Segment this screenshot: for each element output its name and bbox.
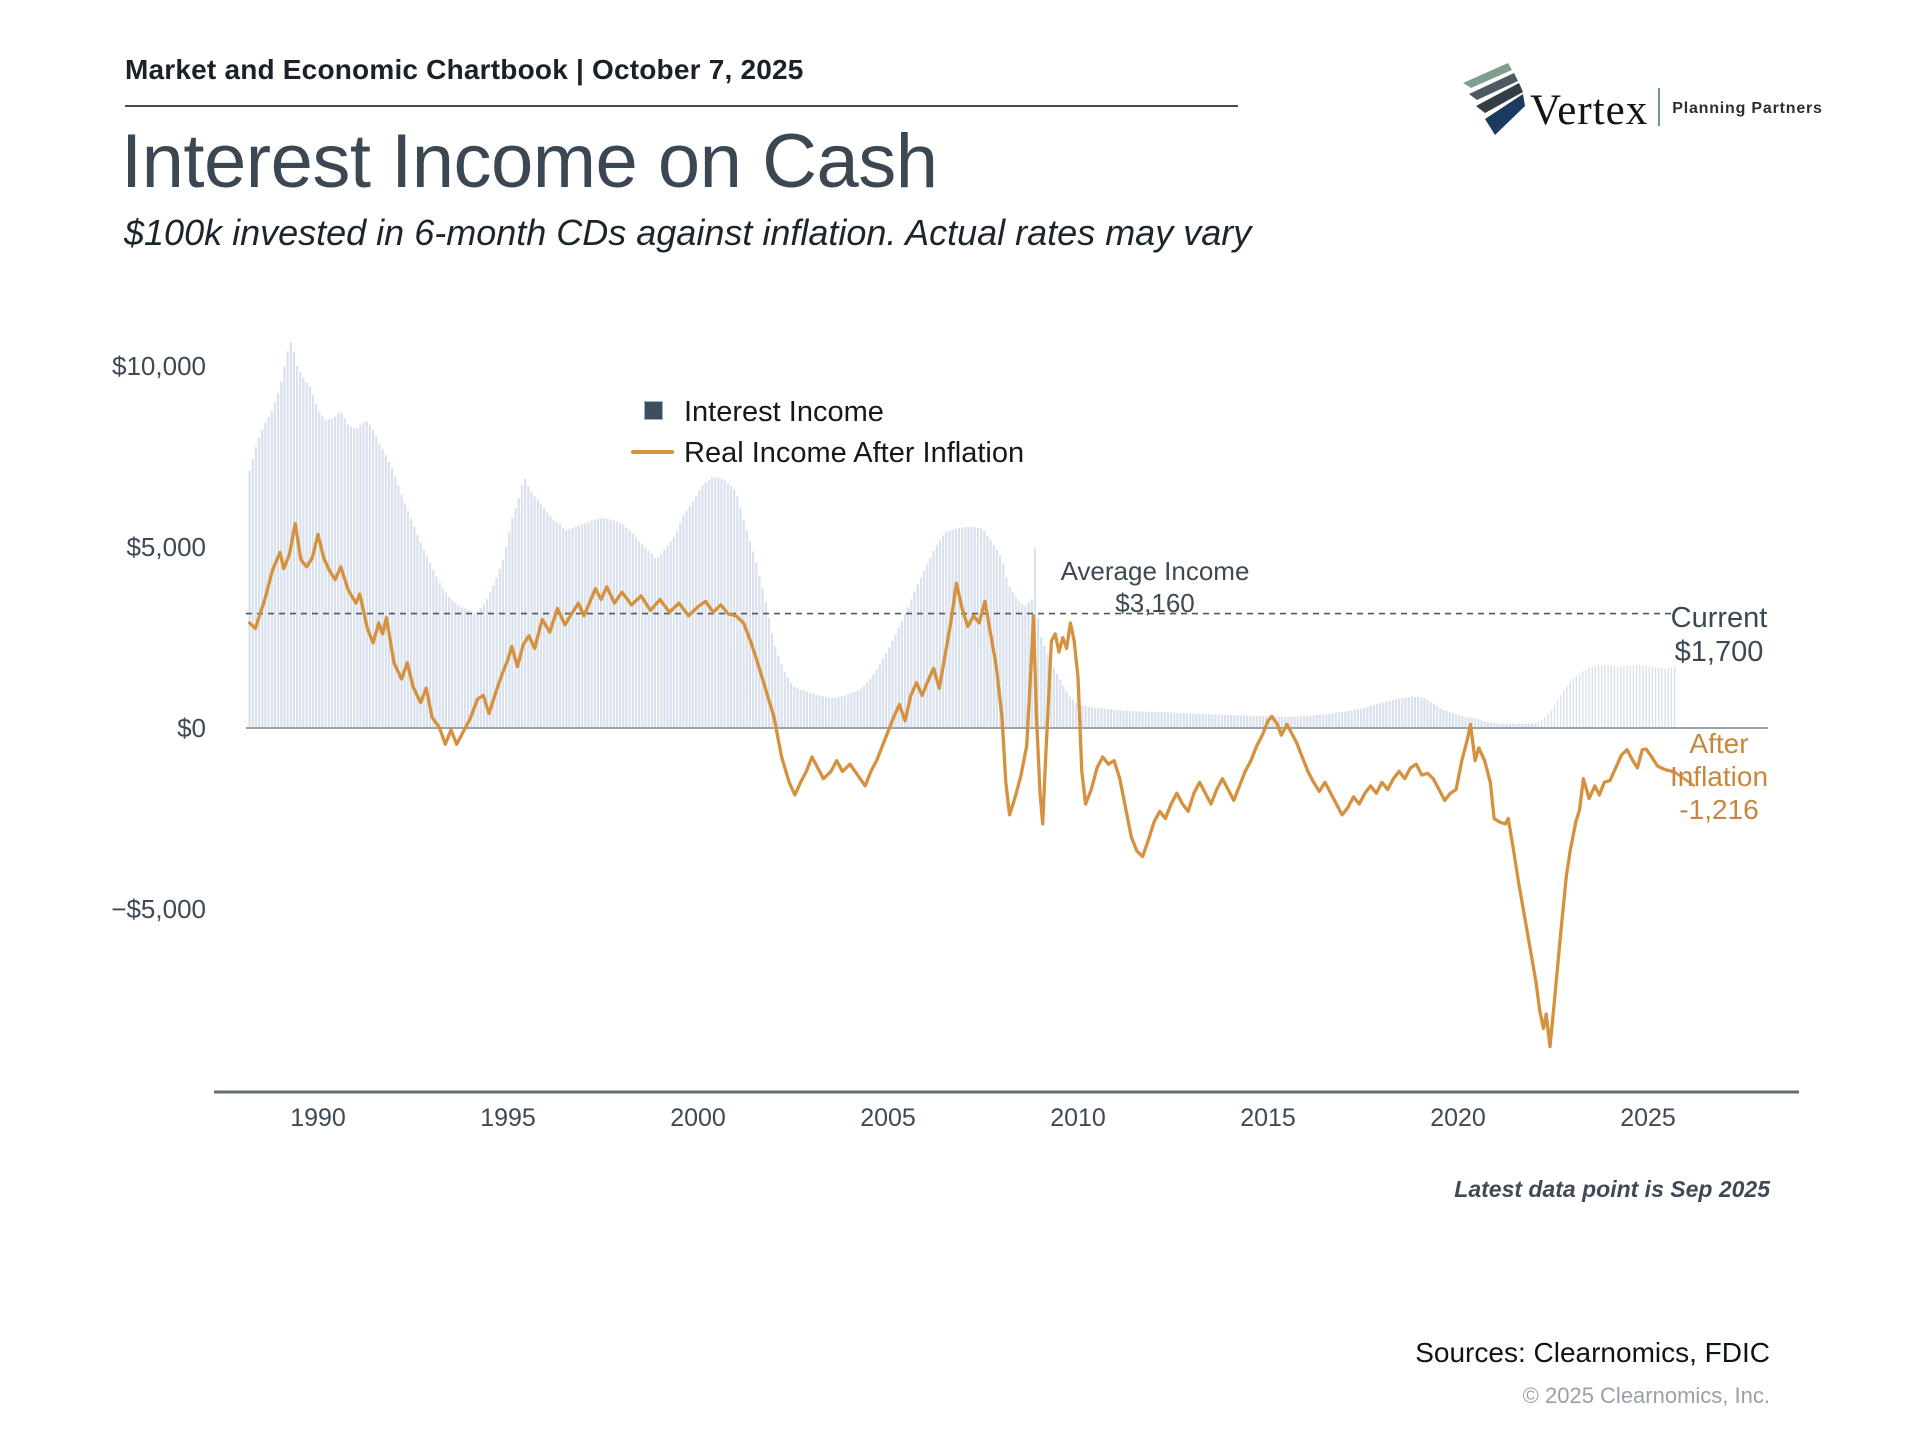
x-axis-tick-label: 1995	[480, 1104, 536, 1132]
sources-line: Sources: Clearnomics, FDIC	[1415, 1337, 1770, 1368]
vertex-logo-mark-icon	[1463, 63, 1525, 135]
current-annotation: Current $1,700	[1660, 601, 1778, 669]
y-axis-tick-label: $0	[177, 713, 206, 743]
x-axis-tick-label: 2010	[1050, 1104, 1106, 1132]
interest-income-bars-recent	[1537, 664, 1676, 728]
real-income-line	[247, 521, 1677, 1049]
average-income-text: Average Income	[1060, 556, 1250, 586]
after-inflation-leader-line	[1673, 770, 1696, 788]
legend-label-real-income: Real Income After Inflation	[684, 437, 1025, 469]
logo-wordmark: Vertex	[1530, 87, 1649, 134]
interest-income-bars	[248, 342, 1537, 728]
x-axis-tick-label: 2000	[670, 1104, 726, 1132]
x-axis-tick-label: 2015	[1240, 1104, 1296, 1132]
after-inflation-text-2: Inflation	[1669, 761, 1769, 792]
chartbook-header: Market and Economic Chartbook | October …	[125, 54, 804, 85]
legend-label-interest-income: Interest Income	[684, 396, 884, 428]
current-value: $1,700	[1674, 636, 1764, 668]
copyright-line: © 2025 Clearnomics, Inc.	[1522, 1383, 1770, 1408]
after-inflation-value: -1,216	[1679, 794, 1759, 825]
header-divider-rule	[125, 105, 1238, 107]
latest-data-footnote: Latest data point is Sep 2025	[1454, 1176, 1770, 1202]
y-axis-tick-label: $5,000	[126, 532, 206, 562]
vertex-logo: Vertex Planning Partners	[1462, 60, 1823, 136]
after-inflation-text-1: After	[1689, 728, 1749, 759]
x-axis-tick-label: 2025	[1620, 1104, 1676, 1132]
x-axis-tick-label: 2005	[860, 1104, 916, 1132]
logo-tagline: Planning Partners	[1672, 100, 1823, 117]
after-inflation-annotation: After Inflation -1,216	[1660, 727, 1778, 826]
x-axis-tick-label: 2020	[1430, 1104, 1486, 1132]
x-axis-tick-label: 1990	[290, 1104, 346, 1132]
y-axis-tick-label: $10,000	[112, 351, 206, 381]
page-title: Interest Income on Cash	[121, 119, 938, 204]
logo-divider	[1658, 88, 1661, 126]
average-income-value: $3,160	[1115, 588, 1195, 618]
legend-swatch-interest-income	[644, 401, 663, 420]
average-income-annotation: Average Income $3,160	[1040, 555, 1270, 619]
y-axis-tick-label: −$5,000	[111, 894, 206, 924]
page-subtitle: $100k invested in 6-month CDs against in…	[124, 212, 1252, 253]
current-text: Current	[1670, 602, 1768, 634]
legend-swatch-real-income	[631, 450, 674, 454]
